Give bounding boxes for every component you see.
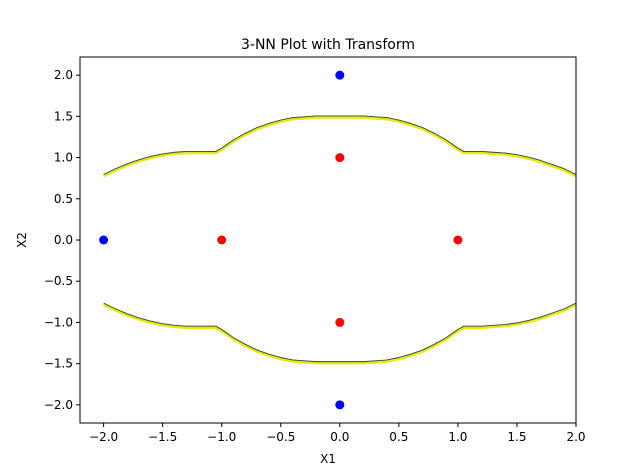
data-point-1-2 [99, 235, 109, 245]
x-tick-label: 1.5 [507, 430, 526, 444]
decision-boundaries [102, 115, 577, 365]
data-point-1-3 [335, 400, 345, 410]
y-tick-label: −0.5 [44, 274, 73, 288]
y-tick-label: −1.0 [44, 315, 73, 329]
data-point-2-1 [335, 153, 345, 163]
boundary-line-1 [102, 115, 577, 178]
data-point-2-3 [453, 235, 463, 245]
data-point-1-1 [335, 70, 345, 80]
data-point-2-4 [335, 317, 345, 327]
chart-title: 3-NN Plot with Transform [241, 37, 415, 53]
x-tick-label: 0.5 [389, 430, 408, 444]
x-tick-label: 0.0 [330, 430, 349, 444]
boundary-edge-2 [103, 302, 577, 363]
x-axis-label: X1 [320, 452, 336, 466]
x-tick-label: −1.5 [148, 430, 177, 444]
y-tick-label: 2.0 [54, 68, 73, 82]
data-points [99, 70, 463, 410]
x-tick-label: 2.0 [566, 430, 585, 444]
x-axis-ticks: −2.0 −1.5 −1.0 −0.5 0.0 0.5 1.0 1.5 2.0 [89, 423, 586, 444]
y-tick-label: 0.5 [54, 192, 73, 206]
boundary-edge-1 [103, 115, 577, 175]
y-tick-label: −1.5 [44, 357, 73, 371]
y-axis-ticks: 2.0 1.5 1.0 0.5 0.0 −0.5 −1.0 −1.5 −2.0 [44, 68, 80, 412]
y-tick-label: 0.0 [54, 233, 73, 247]
x-tick-label: −1.0 [207, 430, 236, 444]
y-tick-label: −2.0 [44, 398, 73, 412]
y-tick-label: 1.5 [54, 109, 73, 123]
plot-frame [79, 56, 577, 424]
x-tick-label: 1.0 [448, 430, 467, 444]
y-axis-label: X2 [15, 232, 29, 248]
data-point-2-2 [217, 235, 227, 245]
boundary-line-2 [102, 302, 577, 365]
x-tick-label: −0.5 [266, 430, 295, 444]
x-tick-label: −2.0 [89, 430, 118, 444]
y-tick-label: 1.0 [54, 151, 73, 165]
